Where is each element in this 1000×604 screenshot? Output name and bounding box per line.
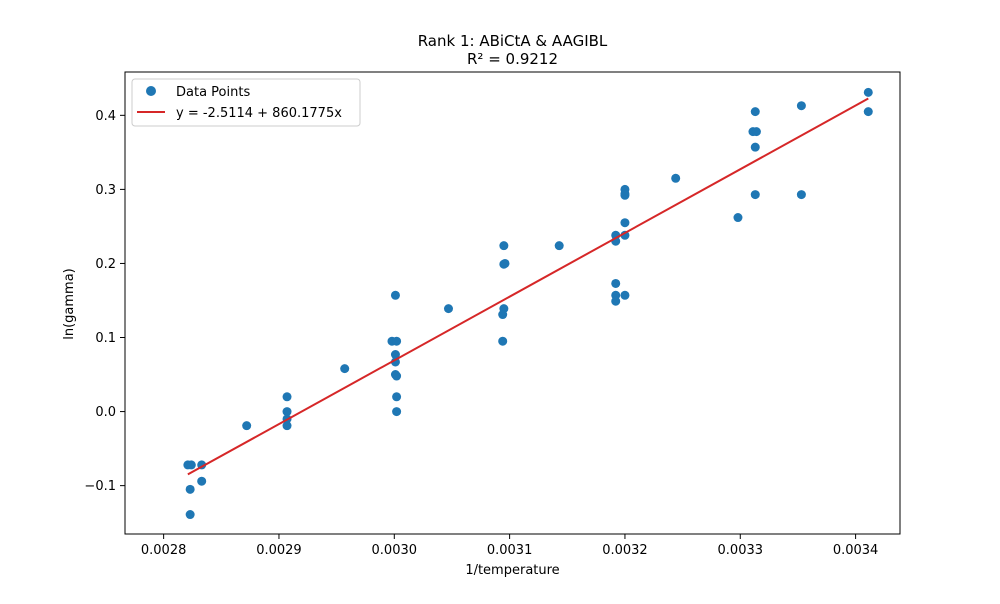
y-tick-label: 0.3 [95,183,116,198]
data-point [554,241,564,251]
data-point [282,392,292,402]
legend-label-fit: y = -2.5114 + 860.1775x [176,106,342,121]
data-point [620,218,630,228]
data-point [863,107,873,117]
data-point [498,336,508,346]
data-point [863,87,873,97]
plot-frame [124,71,901,535]
x-tick-label: 0.0033 [718,543,764,558]
chart-title: Rank 1: ABiCtA & AAGIBL [418,32,608,50]
data-point [750,107,760,117]
data-point [620,290,630,300]
y-tick-label: 0.0 [95,405,116,420]
data-point [751,127,761,137]
data-point [611,278,621,288]
data-point [392,371,402,381]
data-point [185,484,195,494]
data-point [340,364,350,374]
data-point [671,173,681,183]
data-point [620,190,630,200]
data-point [733,213,743,223]
data-point [500,258,510,268]
legend-marker-points [146,86,156,96]
data-point [186,460,196,470]
legend: Data Points y = -2.5114 + 860.1775x [131,78,361,127]
data-point [390,290,400,300]
data-point [390,357,400,367]
series-layer [183,87,873,520]
y-axis-label: ln(gamma) [62,268,77,340]
x-tick-label: 0.0028 [141,543,187,558]
data-point [796,190,806,200]
x-tick-label: 0.0031 [487,543,533,558]
data-point [498,310,508,320]
y-tick-label: 0.2 [95,257,116,272]
data-point [242,421,252,431]
chart-subtitle: R² = 0.9212 [467,50,558,68]
legend-frame [131,78,361,127]
data-point [282,407,292,417]
fit-line [187,97,869,476]
data-point [392,336,402,346]
axes-layer: 0.0028 0.0029 0.0030 0.0031 0.0032 0.0033 0.00… [84,71,901,558]
x-tick-label: 0.0030 [372,543,418,558]
x-tick-label: 0.0029 [256,543,302,558]
x-tick-label: 0.0034 [833,543,879,558]
data-point [197,476,207,486]
data-point [392,407,402,417]
data-point [282,421,292,431]
x-tick-label: 0.0032 [602,543,648,558]
data-point [185,510,195,520]
data-point [750,142,760,152]
data-point [443,304,453,314]
legend-label-points: Data Points [176,85,250,100]
data-point [796,101,806,111]
data-point [620,230,630,240]
y-tick-label: 0.1 [95,331,116,346]
y-tick-label: 0.4 [95,109,116,124]
data-point [390,350,400,360]
data-point [392,392,402,402]
y-tick-label: −0.1 [84,479,116,494]
data-point [750,190,760,200]
x-axis-label: 1/temperature [465,563,559,578]
data-point [611,296,621,306]
data-point [499,241,509,251]
